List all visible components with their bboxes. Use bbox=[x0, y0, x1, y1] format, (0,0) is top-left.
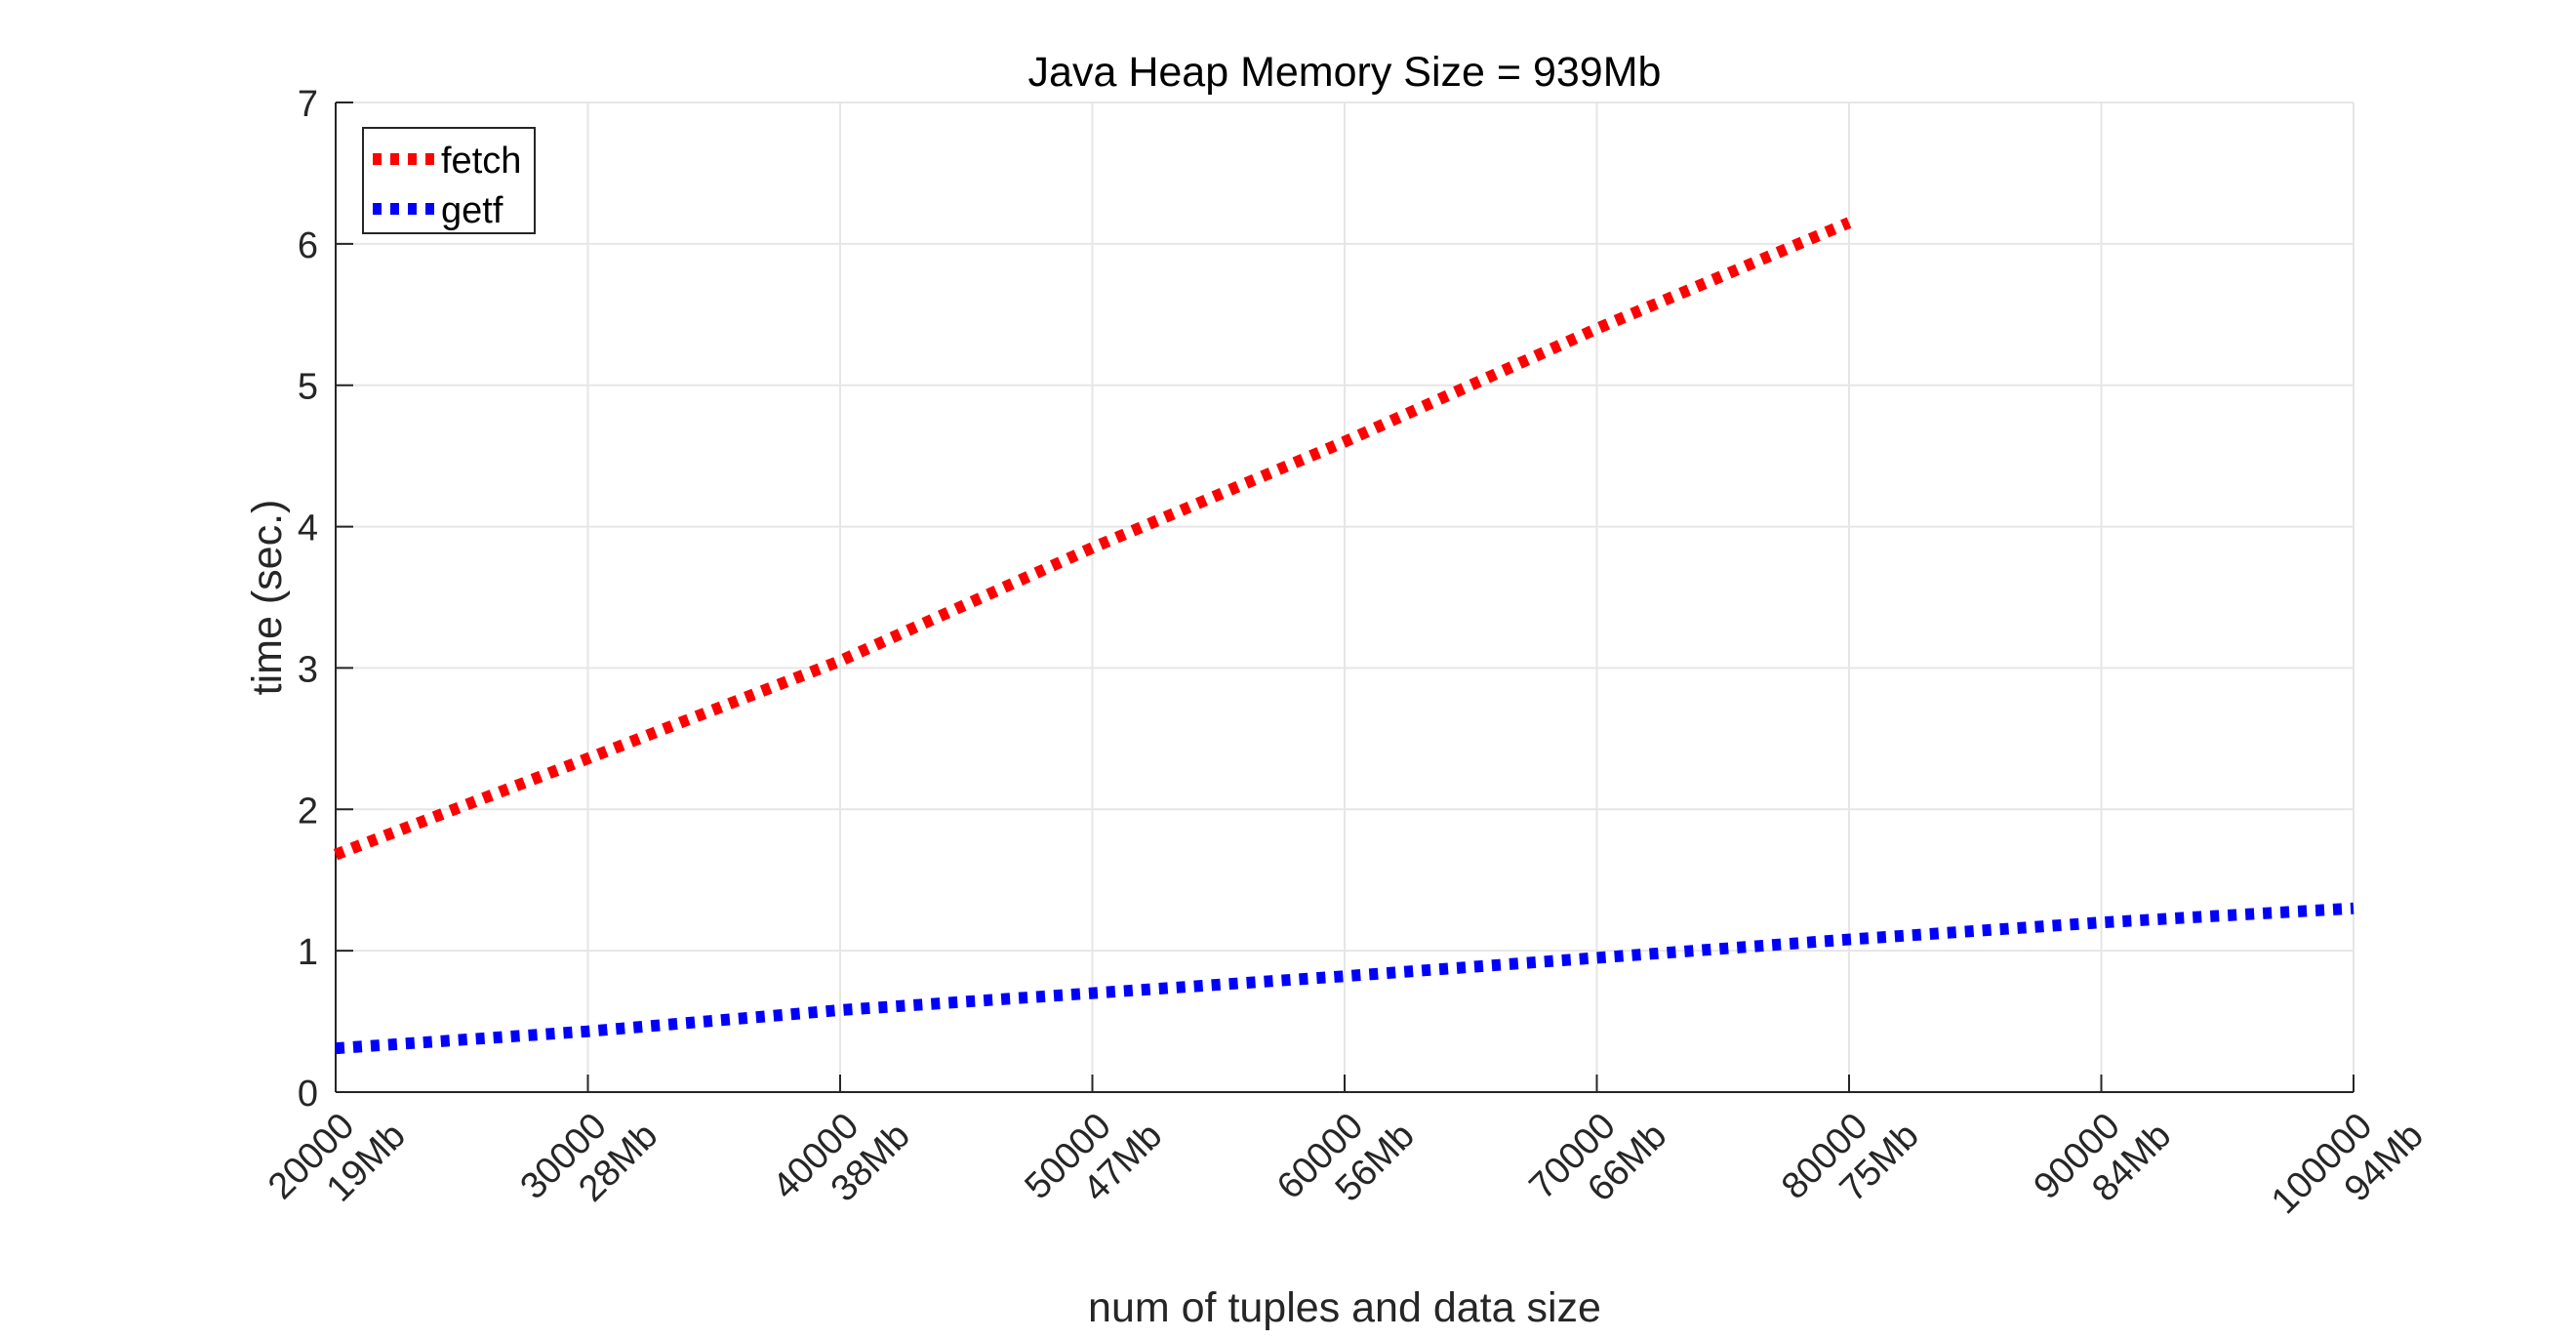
series-line-fetch bbox=[333, 217, 1852, 861]
y-tick-label: 4 bbox=[298, 508, 318, 549]
grid bbox=[335, 102, 2355, 1093]
y-tick-label: 6 bbox=[298, 225, 318, 266]
y-tick-label: 0 bbox=[298, 1074, 318, 1115]
y-axis-label: time (sec.) bbox=[244, 500, 291, 696]
y-tick-label: 2 bbox=[298, 791, 318, 832]
y-tick-label: 1 bbox=[298, 932, 318, 973]
chart-title: Java Heap Memory Size = 939Mb bbox=[1028, 49, 1662, 96]
legend-label-getf: getf bbox=[441, 190, 503, 231]
y-tick-label: 7 bbox=[298, 84, 318, 125]
y-tick-label: 5 bbox=[298, 367, 318, 408]
legend: fetch getf bbox=[362, 127, 536, 234]
y-tick-label: 3 bbox=[298, 649, 318, 690]
series-lines bbox=[333, 217, 2355, 1055]
x-axis-label: num of tuples and data size bbox=[1088, 1284, 1601, 1331]
axes bbox=[335, 102, 2355, 1093]
legend-box bbox=[362, 127, 536, 234]
legend-label-fetch: fetch bbox=[441, 141, 521, 182]
series-line-getf bbox=[335, 902, 2355, 1055]
y-tick-labels: 0 1 2 3 4 5 6 7 bbox=[298, 84, 318, 1115]
